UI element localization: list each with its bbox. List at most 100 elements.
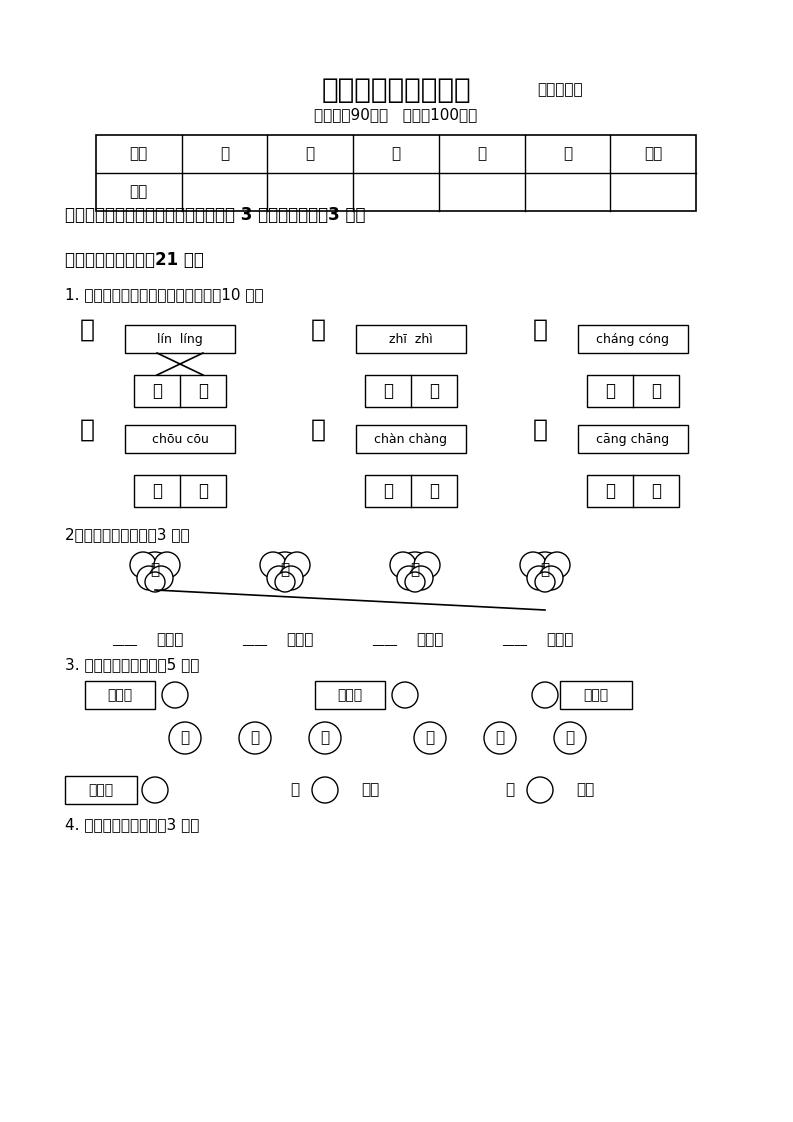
Text: 🦕: 🦕 [311, 419, 325, 442]
Circle shape [137, 552, 173, 588]
Text: 三: 三 [392, 147, 400, 162]
Circle shape [137, 565, 161, 590]
Circle shape [162, 682, 188, 708]
Bar [578, 425, 688, 453]
Circle shape [405, 572, 425, 592]
Text: chàn chàng: chàn chàng [374, 432, 447, 445]
Bar [85, 681, 155, 709]
Bar [134, 375, 226, 407]
Text: 得水: 得水 [576, 782, 594, 798]
Circle shape [409, 565, 433, 590]
Text: 步: 步 [429, 381, 439, 401]
Text: 🦕: 🦕 [533, 419, 547, 442]
Text: 二、趣味连连看。（21 分）: 二、趣味连连看。（21 分） [65, 251, 204, 269]
Bar [315, 681, 385, 709]
Circle shape [527, 778, 553, 803]
Circle shape [142, 778, 168, 803]
Bar [356, 325, 466, 353]
Bar [65, 776, 137, 804]
Circle shape [535, 572, 555, 592]
Text: 着肚皮: 着肚皮 [156, 633, 184, 647]
Circle shape [544, 552, 570, 578]
Text: （人教版）: （人教版） [537, 83, 583, 98]
Text: ____: ____ [243, 634, 267, 646]
Circle shape [275, 572, 295, 592]
Text: 山: 山 [198, 482, 208, 500]
Text: （时间：90分钟   总分：100分）: （时间：90分钟 总分：100分） [314, 108, 477, 122]
Circle shape [260, 552, 286, 578]
Text: 🦕: 🦕 [533, 318, 547, 342]
Text: ____: ____ [113, 634, 137, 646]
Text: 小学二年级语文试题: 小学二年级语文试题 [321, 76, 471, 104]
Text: 🦕: 🦕 [79, 419, 94, 442]
Circle shape [169, 721, 201, 754]
Text: 着眼睛: 着眼睛 [546, 633, 573, 647]
Circle shape [397, 565, 421, 590]
Text: 甘: 甘 [429, 482, 439, 500]
Circle shape [414, 552, 440, 578]
Text: 总分: 总分 [644, 147, 662, 162]
Text: 果: 果 [281, 562, 289, 578]
Bar [365, 375, 457, 407]
Text: 着衣裳: 着衣裳 [286, 633, 314, 647]
Bar [578, 325, 688, 353]
Text: ____: ____ [503, 634, 527, 646]
Text: 害胆ク: 害胆ク [338, 688, 362, 702]
Text: lín  líng: lín líng [157, 332, 203, 346]
Text: 🦕: 🦕 [311, 318, 325, 342]
Text: cāng chāng: cāng chāng [596, 432, 669, 445]
Text: 1. 把汉字和正确的音节连在一起。（10 分）: 1. 把汉字和正确的音节连在一起。（10 分） [65, 287, 263, 303]
Text: 耗: 耗 [151, 562, 159, 578]
Circle shape [312, 778, 338, 803]
Text: 3. 照样子连成词语。（5 分）: 3. 照样子连成词语。（5 分） [65, 657, 199, 672]
Circle shape [554, 721, 586, 754]
Text: ____: ____ [373, 634, 397, 646]
Circle shape [527, 565, 551, 590]
Text: 二: 二 [306, 147, 315, 162]
Circle shape [309, 721, 341, 754]
Text: 阳小加: 阳小加 [107, 688, 132, 702]
Bar [356, 425, 466, 453]
Bar [587, 475, 679, 507]
Circle shape [145, 572, 165, 592]
Circle shape [390, 552, 416, 578]
Text: 卧: 卧 [251, 730, 259, 745]
Circle shape [279, 565, 303, 590]
Text: 添翼: 添翼 [361, 782, 379, 798]
Circle shape [149, 565, 173, 590]
Text: 加: 加 [290, 782, 300, 798]
Circle shape [130, 552, 156, 578]
Text: cháng cóng: cháng cóng [596, 332, 669, 346]
Circle shape [239, 721, 271, 754]
Text: 一、把字写得漂亮、整洁，你就能得到 3 分的奖励哦！（3 分）: 一、把字写得漂亮、整洁，你就能得到 3 分的奖励哦！（3 分） [65, 206, 366, 224]
Text: 五: 五 [563, 147, 572, 162]
Bar [96, 135, 696, 211]
Bar [587, 375, 679, 407]
Text: 垂: 垂 [605, 381, 615, 401]
Bar [125, 425, 235, 453]
Circle shape [267, 552, 303, 588]
Text: 着尾巴: 着尾巴 [416, 633, 444, 647]
Text: 评分: 评分 [130, 184, 148, 200]
Text: 飞风舞: 飞风舞 [584, 688, 608, 702]
Text: 一: 一 [220, 147, 229, 162]
Circle shape [532, 682, 558, 708]
Text: 霞: 霞 [541, 562, 550, 578]
Text: 坐: 坐 [605, 482, 615, 500]
Bar [134, 475, 226, 507]
Bar [125, 325, 235, 353]
Text: 巨: 巨 [651, 381, 661, 401]
Circle shape [520, 552, 546, 578]
Text: 题号: 题号 [130, 147, 148, 162]
Text: chōu cōu: chōu cōu [151, 432, 209, 445]
Bar [365, 475, 457, 507]
Text: 培: 培 [152, 381, 162, 401]
Text: 色: 色 [496, 730, 504, 745]
Text: zhī  zhì: zhī zhì [389, 332, 433, 346]
Text: 4. 照样子，连成句。（3 分）: 4. 照样子，连成句。（3 分） [65, 818, 199, 833]
Text: 稿司ク: 稿司ク [89, 783, 113, 797]
Bar [560, 681, 632, 709]
Circle shape [392, 682, 418, 708]
Circle shape [267, 565, 291, 590]
Text: 虎: 虎 [181, 730, 190, 745]
